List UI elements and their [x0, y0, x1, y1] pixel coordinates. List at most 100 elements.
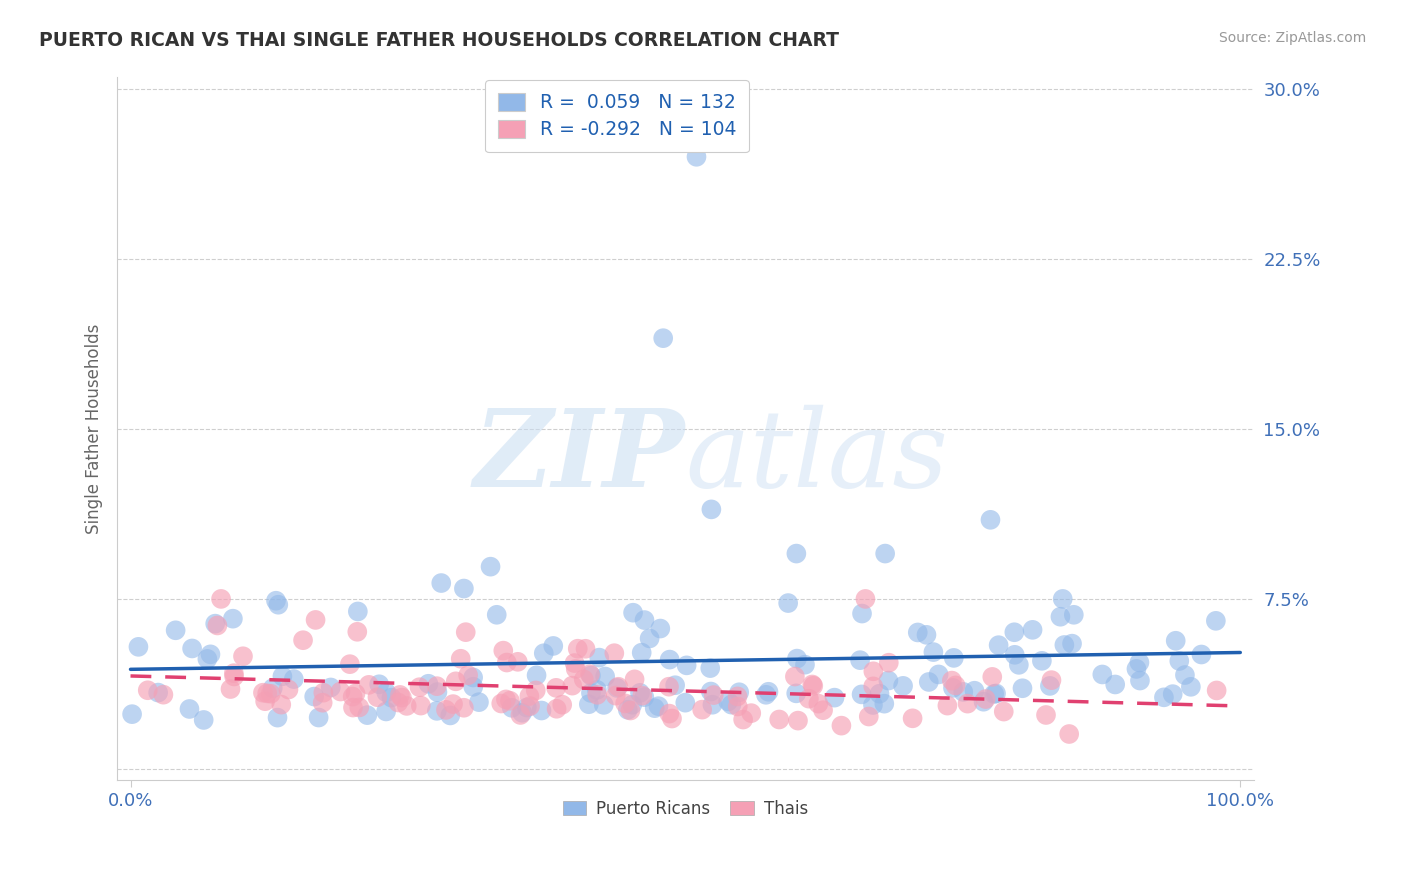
Point: [1129, 673, 1152, 688]
Point: [368, 677, 391, 691]
Point: [266, 710, 288, 724]
Point: [453, 582, 475, 596]
Point: [617, 703, 640, 717]
Point: [1104, 677, 1126, 691]
Legend: Puerto Ricans, Thais: Puerto Ricans, Thais: [557, 793, 814, 825]
Point: [271, 669, 294, 683]
Point: [945, 678, 967, 692]
Point: [1128, 656, 1150, 670]
Point: [952, 685, 974, 699]
Point: [974, 692, 997, 706]
Point: [387, 696, 409, 710]
Point: [981, 670, 1004, 684]
Point: [347, 604, 370, 618]
Point: [524, 683, 547, 698]
Point: [195, 652, 218, 666]
Point: [983, 687, 1005, 701]
Point: [312, 686, 335, 700]
Point: [690, 703, 713, 717]
Point: [1168, 654, 1191, 668]
Point: [579, 667, 602, 681]
Point: [509, 708, 531, 723]
Point: [179, 702, 201, 716]
Point: [136, 683, 159, 698]
Point: [519, 689, 541, 703]
Point: [277, 682, 299, 697]
Point: [1063, 607, 1085, 622]
Point: [824, 690, 846, 705]
Point: [260, 687, 283, 701]
Point: [588, 650, 610, 665]
Point: [1161, 687, 1184, 701]
Point: [862, 679, 884, 693]
Point: [121, 707, 143, 722]
Point: [875, 547, 897, 561]
Point: [979, 513, 1001, 527]
Point: [561, 679, 583, 693]
Point: [644, 701, 666, 715]
Point: [339, 657, 361, 672]
Point: [785, 547, 807, 561]
Point: [308, 710, 330, 724]
Point: [439, 708, 461, 723]
Point: [426, 704, 449, 718]
Point: [380, 690, 402, 705]
Point: [661, 712, 683, 726]
Point: [292, 633, 315, 648]
Point: [727, 690, 749, 704]
Point: [270, 698, 292, 712]
Point: [650, 622, 672, 636]
Y-axis label: Single Father Households: Single Father Households: [86, 324, 103, 534]
Point: [973, 695, 995, 709]
Point: [877, 673, 900, 688]
Point: [457, 668, 479, 682]
Point: [915, 628, 938, 642]
Point: [1164, 633, 1187, 648]
Point: [204, 616, 226, 631]
Point: [664, 678, 686, 692]
Point: [388, 688, 411, 702]
Point: [564, 662, 586, 676]
Point: [918, 675, 941, 690]
Point: [450, 652, 472, 666]
Point: [1091, 667, 1114, 681]
Point: [426, 679, 449, 693]
Point: [224, 669, 246, 683]
Point: [794, 657, 817, 672]
Point: [444, 674, 467, 689]
Point: [516, 700, 538, 714]
Point: [855, 591, 877, 606]
Point: [1189, 648, 1212, 662]
Point: [479, 559, 502, 574]
Point: [329, 684, 352, 698]
Point: [1052, 591, 1074, 606]
Point: [530, 704, 553, 718]
Point: [592, 698, 614, 712]
Point: [593, 669, 616, 683]
Point: [631, 689, 654, 703]
Point: [454, 625, 477, 640]
Point: [733, 713, 755, 727]
Point: [717, 694, 740, 708]
Point: [993, 705, 1015, 719]
Text: atlas: atlas: [685, 404, 949, 509]
Point: [873, 697, 896, 711]
Point: [375, 685, 398, 699]
Point: [922, 645, 945, 659]
Point: [506, 655, 529, 669]
Point: [658, 680, 681, 694]
Point: [1011, 681, 1033, 696]
Point: [395, 698, 418, 713]
Point: [755, 688, 778, 702]
Point: [586, 688, 609, 702]
Point: [1031, 654, 1053, 668]
Point: [728, 685, 751, 699]
Point: [685, 150, 707, 164]
Point: [501, 700, 523, 714]
Point: [485, 607, 508, 622]
Point: [408, 680, 430, 694]
Point: [628, 686, 651, 700]
Point: [633, 613, 655, 627]
Point: [658, 706, 681, 721]
Point: [786, 651, 808, 665]
